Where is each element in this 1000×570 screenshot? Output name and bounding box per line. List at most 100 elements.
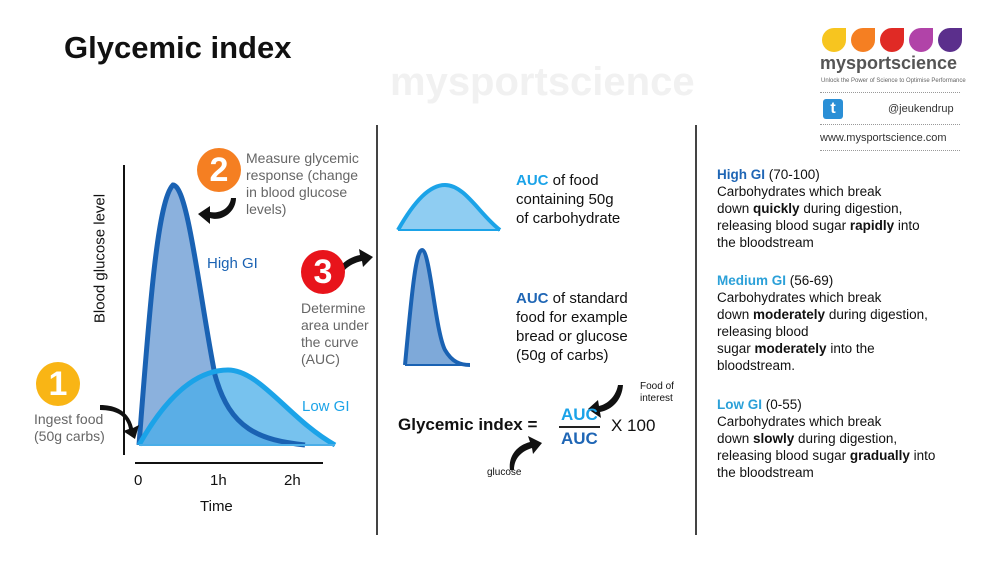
divider	[820, 92, 960, 93]
text: releasing blood sugar	[717, 448, 850, 463]
text-line: of food	[548, 172, 599, 189]
glucose-graph	[100, 165, 373, 464]
food-of-interest-note: Food of interest	[640, 381, 674, 405]
text: sugar	[717, 341, 755, 356]
text: down	[717, 431, 754, 446]
page-title: Glycemic index	[64, 30, 292, 65]
step-2-text: Measure glycemic response (change in blo…	[246, 150, 359, 218]
standard-auc-curve	[403, 247, 471, 367]
emphasis: moderately	[753, 307, 826, 322]
text: into	[909, 448, 936, 463]
text-line: interest	[640, 393, 673, 404]
emphasis: rapidly	[849, 218, 895, 233]
x-axis-label: Time	[200, 498, 233, 515]
step-2-badge: 2	[197, 148, 241, 192]
category-low-gi: Low GI (0-55) Carbohydrates which break …	[717, 396, 977, 481]
step-3-text: Determine area under the curve (AUC)	[301, 300, 369, 368]
arrow-icon	[588, 385, 623, 418]
section-divider	[695, 125, 697, 535]
text-line: bread or glucose	[516, 328, 628, 345]
x-tick: 2h	[284, 472, 301, 489]
emphasis: quickly	[753, 201, 800, 216]
text-line: Food of	[640, 381, 674, 392]
numerator: AUC	[559, 405, 600, 428]
category-high-gi: High GI (70-100) Carbohydrates which bre…	[717, 166, 977, 251]
divider	[820, 124, 960, 125]
text-line: response (change	[246, 167, 359, 183]
arrow-icon	[509, 436, 542, 470]
low-gi-label: Low GI	[302, 398, 350, 415]
logo-brand: mysportscience	[820, 53, 958, 73]
text-line: containing 50g	[516, 191, 614, 208]
text-line: Measure glycemic	[246, 150, 359, 166]
website-link[interactable]: www.mysportscience.com	[820, 132, 947, 144]
glucose-note: glucose	[487, 467, 522, 478]
text-line: the curve	[301, 334, 359, 350]
step-3-badge: 3	[301, 250, 345, 294]
x-tick: 0	[134, 472, 143, 489]
category-range: (0-55)	[765, 397, 802, 412]
formula-label: Glycemic index =	[398, 415, 538, 434]
text-line: of standard	[548, 290, 628, 307]
text-line: area under	[301, 317, 369, 333]
emphasis: moderately	[754, 341, 827, 356]
twitter-icon[interactable]: t	[823, 99, 843, 119]
emphasis: gradually	[849, 448, 910, 463]
category-name: High GI	[717, 167, 765, 182]
divider	[820, 150, 960, 151]
low-gi-area	[139, 370, 335, 445]
category-name: Medium GI	[717, 273, 787, 288]
text-line: bloodstream.	[717, 358, 796, 373]
text-line: releasing blood	[717, 324, 809, 339]
food-auc-curve	[396, 182, 502, 232]
text: during digestion,	[825, 307, 928, 322]
text-line: the bloodstream	[717, 465, 814, 480]
text-line: Determine	[301, 300, 366, 316]
text: releasing blood sugar	[717, 218, 850, 233]
y-axis-label: Blood glucose level	[91, 193, 109, 324]
watermark: mysportscience	[390, 60, 695, 104]
text-line: Carbohydrates which break	[717, 414, 882, 429]
emphasis: slowly	[753, 431, 795, 446]
auc-term: AUC	[516, 290, 549, 307]
food-auc-text: AUC of food containing 50g of carbohydra…	[516, 171, 620, 228]
x-tick: 1h	[210, 472, 227, 489]
twitter-handle[interactable]: @jeukendrup	[888, 103, 954, 115]
text-line: (50g carbs)	[34, 428, 105, 444]
text: down	[717, 307, 754, 322]
text: into	[894, 218, 920, 233]
formula-multiplier: X 100	[611, 416, 656, 435]
high-gi-curve	[136, 182, 306, 448]
text: during digestion,	[799, 201, 903, 216]
text-line: Ingest food	[34, 411, 104, 427]
text-line: in blood glucose	[246, 184, 348, 200]
standard-auc-text: AUC of standard food for example bread o…	[516, 289, 628, 365]
standard-auc-area	[405, 250, 470, 365]
denominator: AUC	[561, 429, 598, 448]
logo-drop-icons	[822, 28, 962, 52]
step-1-text: Ingest food (50g carbs)	[34, 411, 105, 445]
text-line: levels)	[246, 201, 287, 217]
text-line: (50g of carbs)	[516, 347, 609, 364]
text-line: the bloodstream	[717, 235, 814, 250]
high-gi-area	[139, 185, 305, 445]
high-gi-label: High GI	[207, 255, 258, 272]
text: during digestion,	[794, 431, 898, 446]
text-line: (AUC)	[301, 351, 340, 367]
step-1-badge: 1	[36, 362, 80, 406]
text: down	[717, 201, 754, 216]
arrow-icon	[100, 405, 139, 439]
arrow-icon	[198, 198, 236, 224]
text-line: Carbohydrates which break	[717, 290, 882, 305]
text-line: of carbohydrate	[516, 210, 621, 227]
text: into the	[826, 341, 875, 356]
auc-illustrations	[396, 182, 623, 470]
logo-tagline: Unlock the Power of Science to Optimise …	[821, 78, 966, 84]
category-range: (70-100)	[768, 167, 820, 182]
category-name: Low GI	[717, 397, 762, 412]
section-divider	[376, 125, 378, 535]
logo-drops	[820, 27, 965, 58]
text-line: Carbohydrates which break	[717, 184, 882, 199]
text-line: food for example	[516, 309, 628, 326]
